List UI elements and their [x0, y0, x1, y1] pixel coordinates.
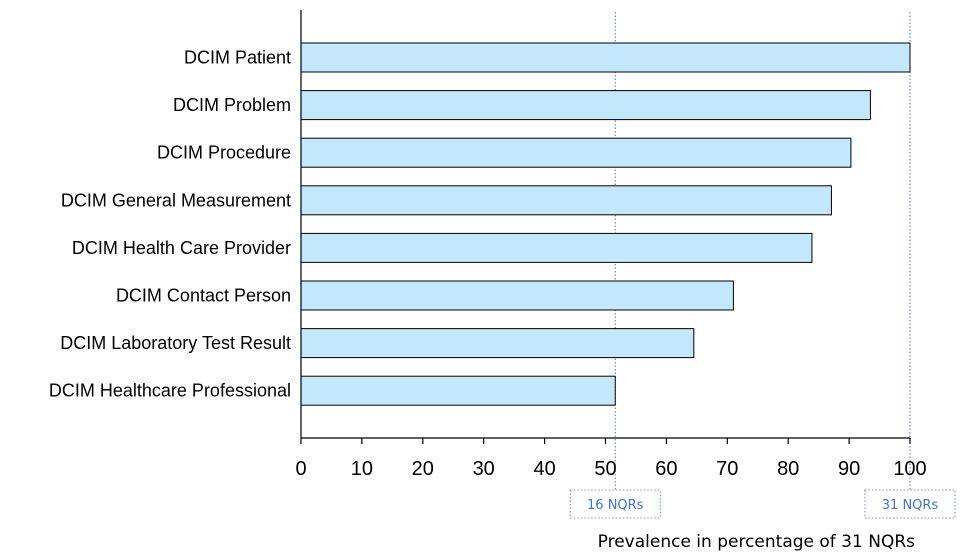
x-axis-title: Prevalence in percentage of 31 NQRs [598, 532, 915, 552]
x-tick-label: 20 [412, 458, 434, 480]
category-label: DCIM Healthcare Professional [49, 381, 291, 401]
bar [300, 137, 852, 168]
x-tick-label: 70 [716, 458, 738, 480]
bar [300, 232, 813, 263]
x-tick-label: 80 [777, 458, 799, 480]
bar [300, 90, 871, 121]
annotation-label: 16 NQRs [587, 498, 644, 513]
annotation-box [864, 489, 956, 519]
category-label: DCIM Problem [173, 95, 291, 115]
annotation-box [569, 489, 661, 519]
x-tick-label: 50 [594, 458, 616, 480]
bar [300, 375, 616, 406]
bar [300, 280, 734, 311]
bar [300, 185, 832, 216]
category-label: DCIM Health Care Provider [72, 238, 291, 258]
x-tick-label: 40 [533, 458, 555, 480]
category-label: DCIM Procedure [157, 143, 291, 163]
category-label: DCIM Laboratory Test Result [60, 333, 291, 353]
category-label: DCIM General Measurement [61, 190, 291, 210]
annotation-label: 31 NQRs [882, 498, 939, 513]
bar [300, 328, 695, 359]
category-label: DCIM Patient [184, 48, 291, 68]
x-tick-label: 100 [893, 458, 926, 480]
x-tick-label: 90 [838, 458, 860, 480]
category-label: DCIM Contact Person [116, 286, 291, 306]
x-tick-label: 10 [351, 458, 373, 480]
bar [300, 42, 911, 73]
x-tick-label: 0 [295, 458, 306, 480]
x-tick-label: 60 [655, 458, 677, 480]
x-tick-label: 30 [473, 458, 495, 480]
